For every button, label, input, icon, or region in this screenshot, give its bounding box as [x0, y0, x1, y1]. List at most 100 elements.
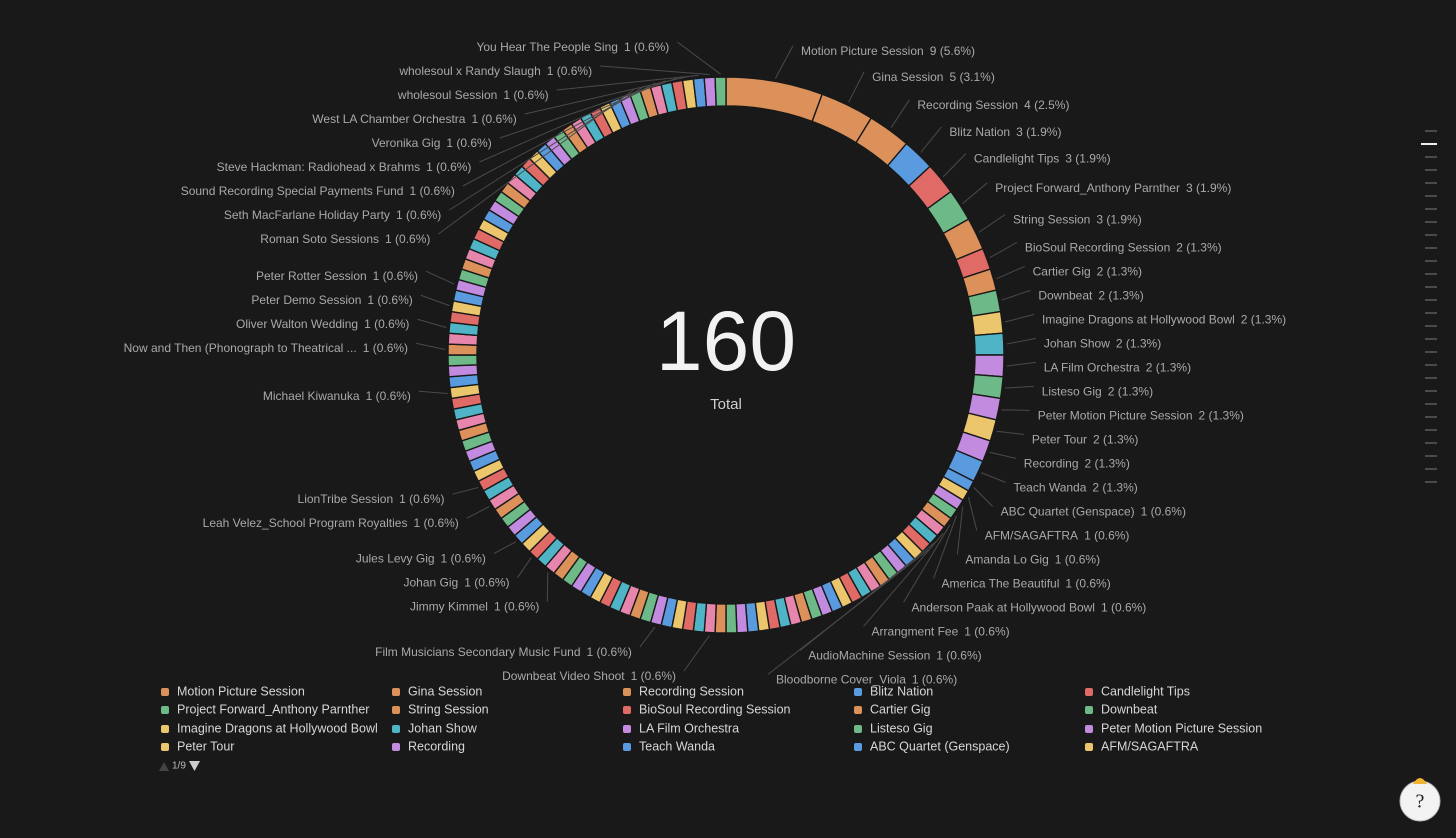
segment-name: Downbeat Video Shoot	[502, 669, 625, 683]
legend-label: Imagine Dragons at Hollywood Bowl	[177, 721, 378, 735]
segment-label: Film Musicians Secondary Music Fund 1 (0.…	[375, 645, 632, 659]
segment-value: 1 (0.6%)	[964, 625, 1009, 639]
segment-label: Johan Show 2 (1.3%)	[1044, 337, 1161, 351]
pager-down[interactable]	[189, 761, 200, 771]
segment-value: 1 (0.6%)	[363, 341, 408, 355]
segment-label: You Hear The People Sing 1 (0.6%)	[476, 40, 669, 54]
segment-name: Peter Tour	[1032, 433, 1087, 447]
segment-value: 3 (1.9%)	[1096, 213, 1141, 227]
legend-label: BioSoul Recording Session	[639, 702, 791, 716]
segment-name: Recording Session	[917, 98, 1018, 112]
segment-name: Seth MacFarlane Holiday Party	[224, 208, 390, 222]
segment-value: 2 (1.3%)	[1116, 337, 1161, 351]
segment-value: 1 (0.6%)	[385, 232, 430, 246]
leader-line	[767, 549, 929, 675]
legend-swatch	[392, 706, 400, 714]
segment-name: Anderson Paak at Hollywood Bowl	[912, 601, 1095, 615]
segment-label: String Session 3 (1.9%)	[1013, 213, 1142, 227]
leader-line	[1005, 385, 1034, 389]
leader-line	[493, 541, 517, 555]
pager-up[interactable]	[159, 762, 169, 771]
segment-value: 1 (0.6%)	[547, 64, 592, 78]
legend-swatch	[392, 743, 400, 751]
leader-line	[517, 557, 532, 578]
segment-value: 9 (5.6%)	[930, 44, 975, 58]
segment-name: Jules Levy Gig	[356, 552, 435, 566]
segment-label: Now and Then (Phonograph to Theatrical .…	[124, 341, 408, 355]
segment-value: 1 (0.6%)	[1141, 505, 1186, 519]
leader-line	[973, 487, 993, 507]
segment-value: 2 (1.3%)	[1146, 361, 1191, 375]
segment-value: 1 (0.6%)	[1084, 529, 1129, 543]
legend-swatch	[623, 688, 631, 696]
segment-value: 1 (0.6%)	[631, 669, 676, 683]
segment-name: Imagine Dragons at Hollywood Bowl	[1042, 313, 1235, 327]
total-value: 160	[656, 294, 796, 388]
pager[interactable]: 1/9	[159, 761, 200, 772]
segment-value: 5 (3.1%)	[949, 70, 994, 84]
segment-label: Listeso Gig 2 (1.3%)	[1042, 385, 1153, 399]
segment-value: 2 (1.3%)	[1093, 433, 1138, 447]
legend-swatch	[1085, 688, 1093, 696]
scroll-indicator	[1421, 130, 1437, 483]
donut-segment	[714, 76, 727, 107]
leader-line	[996, 265, 1025, 280]
segment-value: 1 (0.6%)	[471, 112, 516, 126]
legend-label: Recording Session	[639, 684, 744, 698]
legend-label: Project Forward_Anthony Parnther	[177, 702, 369, 716]
segment-name: America The Beautiful	[942, 577, 1060, 591]
segment-name: Gina Session	[872, 70, 943, 84]
legend-swatch	[623, 743, 631, 751]
leader-line	[683, 635, 710, 672]
segment-name: Johan Gig	[404, 576, 459, 590]
segment-label: Peter Motion Picture Session 2 (1.3%)	[1038, 409, 1244, 423]
segment-name: Arrangment Fee	[872, 625, 959, 639]
segment-name: wholesoul x Randy Slaugh	[398, 64, 540, 78]
legend-label: AFM/SAGAFTRA	[1101, 739, 1199, 753]
legend-label: Teach Wanda	[639, 739, 715, 753]
segment-value: 1 (0.6%)	[413, 516, 458, 530]
segment-label: West LA Chamber Orchestra 1 (0.6%)	[312, 112, 517, 126]
legend-swatch	[392, 688, 400, 696]
assistant-button[interactable]: ?	[1399, 778, 1441, 822]
segment-value: 1 (0.6%)	[464, 576, 509, 590]
segment-value: 1 (0.6%)	[364, 317, 409, 331]
leader-line	[449, 85, 645, 211]
segment-name: Peter Demo Session	[251, 293, 361, 307]
legend-label: ABC Quartet (Genspace)	[870, 739, 1010, 753]
legend-label: Blitz Nation	[870, 684, 933, 698]
segment-name: Candlelight Tips	[974, 152, 1059, 166]
leader-line	[676, 41, 721, 75]
leader-line	[600, 65, 710, 75]
segment-label: Candlelight Tips 3 (1.9%)	[974, 152, 1111, 166]
segment-label: AFM/SAGAFTRA 1 (0.6%)	[985, 529, 1130, 543]
leader-line	[967, 496, 978, 531]
leader-line	[956, 506, 964, 555]
legend-swatch	[392, 725, 400, 733]
donut-segment	[703, 76, 717, 108]
leader-line	[418, 390, 448, 394]
segment-label: Amanda Lo Gig 1 (0.6%)	[965, 553, 1100, 567]
leader-line	[1006, 361, 1036, 367]
segment-label: America The Beautiful 1 (0.6%)	[942, 577, 1111, 591]
total-label: Total	[710, 396, 742, 413]
segment-value: 1 (0.6%)	[624, 40, 669, 54]
leader-line	[466, 506, 490, 519]
segment-name: You Hear The People Sing	[476, 40, 617, 54]
segment-value: 2 (1.3%)	[1241, 313, 1286, 327]
segment-value: 2 (1.3%)	[1176, 241, 1221, 255]
segment-label: Peter Tour 2 (1.3%)	[1032, 433, 1139, 447]
legend-swatch	[1085, 725, 1093, 733]
segment-value: 1 (0.6%)	[396, 208, 441, 222]
segment-name: Film Musicians Secondary Music Fund	[375, 645, 580, 659]
legend-label: Gina Session	[408, 684, 482, 698]
segment-name: ABC Quartet (Genspace)	[1001, 505, 1135, 519]
segment-label: Downbeat Video Shoot 1 (0.6%)	[502, 669, 676, 683]
segment-name: Bloodborne Cover_Viola	[776, 673, 906, 687]
segment-name: Amanda Lo Gig	[965, 553, 1048, 567]
segment-value: 2 (1.3%)	[1108, 385, 1153, 399]
segment-label: wholesoul Session 1 (0.6%)	[397, 88, 549, 102]
segment-name: Leah Velez_School Program Royalties	[203, 516, 408, 530]
